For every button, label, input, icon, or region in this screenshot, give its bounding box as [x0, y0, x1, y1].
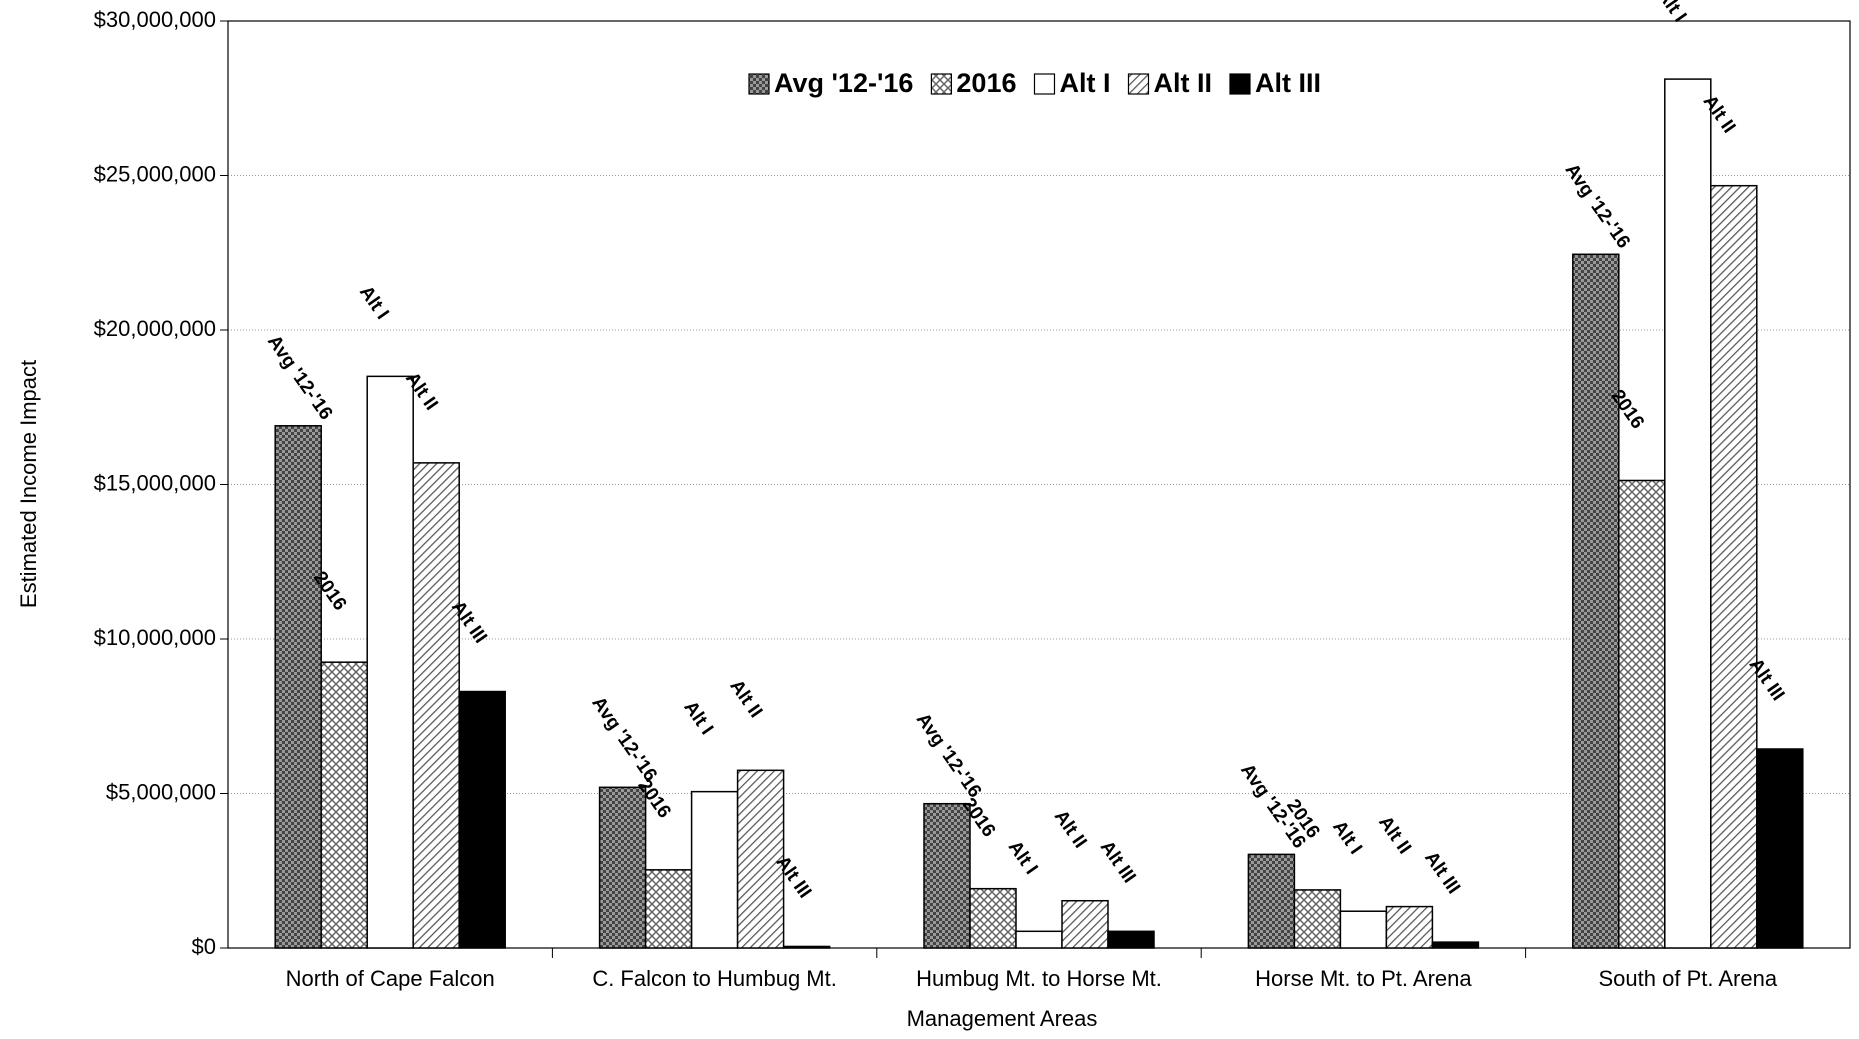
- bar: [412, 462, 460, 949]
- legend-label: Alt I: [1059, 68, 1110, 98]
- legend-swatch: [1229, 73, 1251, 95]
- bar-label: Alt I: [1004, 837, 1042, 878]
- bar: [736, 769, 785, 949]
- bar: [923, 802, 971, 949]
- bar: [1061, 899, 1109, 949]
- y-tick-label: $0: [192, 934, 216, 959]
- y-tick-label: $30,000,000: [94, 7, 216, 32]
- y-axis-label: Estimated Income Impact: [16, 360, 41, 608]
- bar: [1431, 941, 1480, 949]
- y-tick-label: $20,000,000: [94, 316, 216, 341]
- bar: [320, 661, 368, 949]
- bar-label: Alt II: [1050, 806, 1091, 852]
- bar-label: Avg '12-'16: [587, 693, 660, 785]
- bar: [458, 690, 506, 949]
- bar: [1015, 930, 1063, 949]
- x-tick-label: Humbug Mt. to Horse Mt.: [916, 966, 1162, 991]
- bar: [1572, 253, 1620, 949]
- y-tick-label: $25,000,000: [94, 161, 216, 186]
- bar: [1293, 889, 1342, 949]
- x-tick-label: C. Falcon to Humbug Mt.: [592, 966, 837, 991]
- bar-label: Avg '12-'16: [1561, 160, 1634, 252]
- legend-swatch: [1033, 73, 1056, 95]
- bar: [598, 786, 647, 949]
- legend-label: Alt II: [1153, 68, 1212, 98]
- bar: [274, 425, 322, 949]
- bar: [782, 945, 831, 949]
- bar: [690, 790, 739, 949]
- bar: [644, 869, 693, 949]
- bar: [1618, 479, 1666, 949]
- x-tick-label: South of Pt. Arena: [1599, 966, 1778, 991]
- bar: [969, 887, 1017, 949]
- bar-label: Alt I: [1653, 0, 1691, 26]
- bar-label: Alt I: [679, 697, 717, 738]
- legend-label: 2016: [956, 68, 1016, 98]
- y-tick-label: $10,000,000: [94, 625, 216, 650]
- x-axis-label: Management Areas: [907, 1006, 1098, 1031]
- bar-label: Alt III: [1096, 837, 1140, 887]
- bar: [1385, 905, 1434, 949]
- bar-label: Avg '12-'16: [912, 709, 985, 801]
- x-tick-label: Horse Mt. to Pt. Arena: [1255, 966, 1472, 991]
- bar: [1756, 748, 1804, 949]
- bar-label: Alt III: [1420, 848, 1464, 898]
- bar-label: Alt I: [355, 282, 393, 323]
- bar: [1107, 930, 1155, 949]
- legend-swatch: [930, 73, 953, 95]
- bar: [1247, 853, 1296, 949]
- bar-label: Alt II: [725, 676, 766, 722]
- bar: [366, 375, 414, 949]
- bar-label: Alt I: [1328, 817, 1366, 858]
- bar-label: Avg '12-'16: [263, 331, 336, 423]
- bar: [1339, 910, 1388, 949]
- x-tick-label: North of Cape Falcon: [286, 966, 495, 991]
- legend-label: Avg '12-'16: [774, 68, 913, 98]
- legend-swatch: [1127, 73, 1150, 95]
- bar-label: Alt II: [1374, 812, 1415, 858]
- y-tick-label: $15,000,000: [94, 470, 216, 495]
- legend-swatch: [748, 73, 770, 95]
- bar: [1710, 184, 1758, 949]
- y-tick-label: $5,000,000: [106, 779, 216, 804]
- legend-label: Alt III: [1255, 68, 1321, 98]
- bar: [1664, 78, 1712, 949]
